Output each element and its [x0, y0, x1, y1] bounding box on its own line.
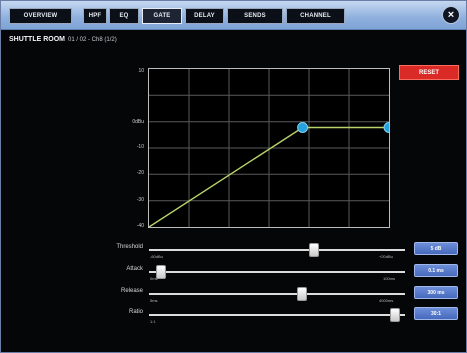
- gate-curve-chart: [148, 69, 395, 228]
- release-label: Release: [120, 288, 143, 294]
- channel-subtitle: 01 / 02 - Ch8 (1/2): [68, 37, 117, 43]
- channel-name: SHUTTLE ROOM: [9, 36, 65, 43]
- ratio-slider-track[interactable]: [149, 314, 405, 316]
- tab-delay[interactable]: DELAY: [185, 8, 224, 24]
- threshold-slider-track[interactable]: [149, 249, 405, 251]
- y-tick-label: -40: [136, 223, 144, 229]
- tab-eq[interactable]: EQ: [109, 8, 139, 24]
- release-value-button[interactable]: 300 ms: [414, 286, 458, 299]
- y-tick-label: 0dBu: [132, 119, 144, 125]
- tab-sends[interactable]: SENDS: [227, 8, 283, 24]
- release-max-label: 4000ms: [379, 298, 394, 303]
- gate-curve-plot: [148, 68, 395, 228]
- release-slider-track[interactable]: [149, 293, 405, 295]
- ratio-label: Ratio: [128, 309, 143, 315]
- tab-overview[interactable]: OVERVIEW: [9, 8, 72, 24]
- tab-channel[interactable]: CHANNEL: [286, 8, 345, 24]
- page-title: SHUTTLE ROOM 01 / 02 - Ch8 (1/2): [9, 36, 117, 43]
- attack-label: Attack: [126, 266, 143, 272]
- y-tick-label: -10: [136, 144, 144, 150]
- threshold-max-label: +20dBu: [379, 254, 393, 259]
- tab-gate[interactable]: GATE: [142, 8, 182, 24]
- attack-value-button[interactable]: 0.1 ms: [414, 264, 458, 277]
- curve-handle-point[interactable]: [297, 122, 309, 133]
- curve-handle-point[interactable]: [383, 122, 395, 133]
- y-tick-label: -20: [136, 170, 144, 176]
- threshold-min-label: -60dBu: [150, 254, 163, 259]
- threshold-value-button[interactable]: 5 dB: [414, 242, 458, 255]
- ratio-min-label: 1:1: [150, 319, 156, 324]
- tab-hpf[interactable]: HPF: [83, 8, 107, 24]
- release-slider-thumb[interactable]: [296, 287, 307, 301]
- release-min-label: 5ms: [150, 298, 158, 303]
- attack-min-label: 0ms: [150, 276, 158, 281]
- y-tick-label: -30: [136, 197, 144, 203]
- y-tick-label: 10: [138, 68, 144, 74]
- ratio-slider-thumb[interactable]: [390, 308, 401, 322]
- tab-bar: OVERVIEW HPF EQ GATE DELAY SENDS CHANNEL…: [1, 1, 466, 30]
- reset-button[interactable]: RESET: [399, 65, 459, 80]
- threshold-label: Threshold: [116, 244, 143, 250]
- attack-slider-track[interactable]: [149, 271, 405, 273]
- attack-slider-thumb[interactable]: [156, 265, 167, 279]
- attack-max-label: 100ms: [383, 276, 396, 281]
- threshold-slider-thumb[interactable]: [308, 243, 319, 257]
- close-icon[interactable]: ×: [442, 6, 460, 24]
- ratio-value-button[interactable]: 30:1: [414, 307, 458, 320]
